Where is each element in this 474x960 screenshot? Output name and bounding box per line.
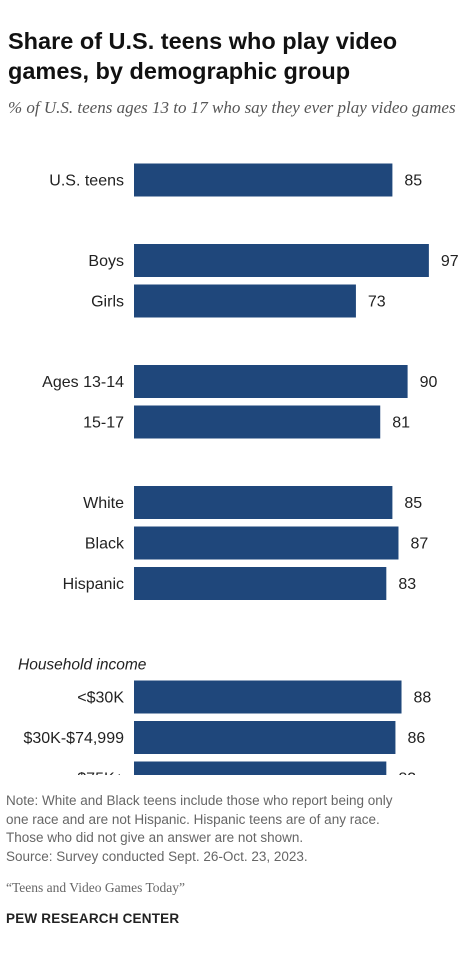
value-label: 81 <box>392 415 410 432</box>
category-label: White <box>83 495 124 512</box>
category-label: Black <box>85 536 125 553</box>
value-label: 83 <box>398 771 416 776</box>
bar <box>134 284 356 318</box>
value-label: 85 <box>404 173 422 190</box>
bar <box>134 405 381 439</box>
category-label: Hispanic <box>63 576 124 593</box>
category-label: <$30K <box>77 690 124 707</box>
category-label: Girls <box>91 294 124 311</box>
chart-title: Share of U.S. teens who play video games… <box>8 28 398 84</box>
value-label: 88 <box>414 690 432 707</box>
category-label: $75K+ <box>77 771 124 776</box>
bar <box>134 526 399 560</box>
category-label: Ages 13-14 <box>42 374 124 391</box>
group-label: Household income <box>18 657 147 674</box>
bar <box>134 486 393 519</box>
category-label: $30K-$74,999 <box>23 730 124 747</box>
bar <box>134 567 387 600</box>
value-label: 87 <box>410 536 428 553</box>
value-label: 83 <box>398 576 416 593</box>
bar <box>134 163 393 197</box>
report-title: “Teens and Video Games Today” <box>6 880 185 895</box>
category-label: U.S. teens <box>49 173 124 190</box>
value-label: 85 <box>404 495 422 512</box>
value-label: 73 <box>368 294 386 311</box>
note-line: Note: White and Black teens include thos… <box>6 793 393 808</box>
category-label: 15-17 <box>83 415 124 432</box>
bar-chart: U.S. teens 85 Boys 97 Girls 73 Ages 13-14 90 15-… <box>18 163 459 776</box>
value-label: 86 <box>407 730 425 747</box>
category-label: Boys <box>88 253 124 270</box>
bar <box>134 680 402 714</box>
chart-note: Note: White and Black teens include thos… <box>6 792 468 866</box>
chart-subtitle: % of U.S. teens ages 13 to 17 who say th… <box>8 98 456 117</box>
brand-label: PEW RESEARCH CENTER <box>6 911 180 926</box>
note-line: Those who did not give an answer are not… <box>6 830 304 845</box>
value-label: 90 <box>420 374 438 391</box>
bar <box>134 721 396 754</box>
note-line: one race and are not Hispanic. Hispanic … <box>6 811 380 827</box>
value-label: 97 <box>441 253 459 270</box>
bar <box>134 365 408 398</box>
bar <box>134 761 387 775</box>
bar <box>134 244 429 277</box>
source-line: Source: Survey conducted Sept. 26-Oct. 2… <box>6 848 308 864</box>
